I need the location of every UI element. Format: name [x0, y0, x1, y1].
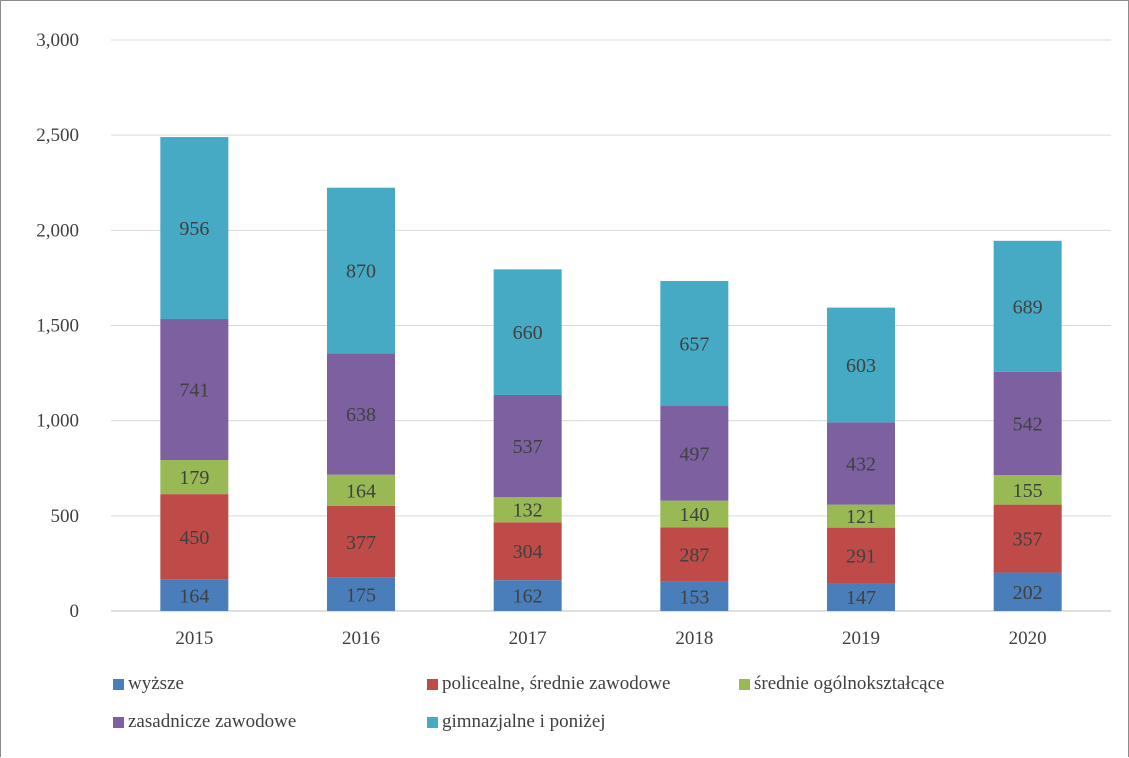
data-label: 450 — [179, 527, 209, 549]
bar-segment — [993, 504, 1062, 573]
legend-label: gimnazjalne i poniżej — [442, 711, 606, 732]
bar-segment — [493, 269, 562, 395]
data-label: 497 — [679, 443, 709, 465]
bar-segment — [660, 500, 729, 528]
bar-segment — [493, 394, 562, 498]
y-tick-label: 2,000 — [36, 220, 79, 241]
y-tick-label: 1,500 — [36, 316, 79, 337]
data-label: 164 — [179, 585, 209, 607]
data-label: 432 — [846, 453, 876, 475]
data-label: 291 — [846, 545, 876, 567]
legend-swatch — [113, 716, 124, 728]
legend-swatch — [427, 678, 438, 690]
data-label: 603 — [846, 355, 876, 377]
data-label: 377 — [346, 532, 376, 554]
bar-segment — [327, 505, 395, 578]
data-label: 304 — [513, 541, 543, 563]
data-label: 870 — [346, 260, 376, 282]
y-tick-label: 3,000 — [36, 30, 79, 51]
bar-segment — [160, 460, 229, 495]
y-tick-label: 1,000 — [36, 411, 79, 432]
bar-segment — [327, 474, 395, 506]
data-label: 660 — [513, 322, 543, 344]
legend-item: wyższe — [113, 673, 184, 695]
bar-segment — [993, 572, 1062, 611]
x-tick-label: 2019 — [842, 628, 880, 649]
x-tick-label: 2018 — [675, 628, 713, 649]
bar-segment — [827, 527, 895, 584]
bar-segment — [493, 522, 562, 581]
data-label: 162 — [513, 586, 543, 608]
legend-swatch — [113, 678, 124, 690]
bar-segment — [993, 475, 1062, 505]
data-label: 147 — [846, 587, 876, 609]
legend-label: policealne, średnie zawodowe — [442, 673, 671, 694]
x-tick-label: 2016 — [342, 628, 380, 649]
bar-segment — [327, 353, 395, 475]
x-tick-label: 2015 — [175, 628, 213, 649]
bar-segment — [160, 137, 229, 320]
y-tick-label: 0 — [70, 601, 80, 622]
bar-segment — [827, 504, 895, 528]
legend-item: zasadnicze zawodowe — [113, 711, 296, 733]
bar-segment — [660, 280, 729, 407]
data-label: 542 — [1013, 414, 1043, 436]
bar-segment — [160, 579, 229, 611]
stacked-bar-chart: 0 500 1,000 1,500 2,000 2,500 3,000 164 450 179 74… — [36, 30, 1111, 649]
legend: wyższe policealne, średnie zawodowe średni… — [113, 673, 1113, 753]
data-label: 153 — [679, 586, 709, 608]
y-tick-label: 2,500 — [36, 125, 79, 146]
bar-segment — [827, 422, 895, 505]
bar-segment — [993, 371, 1062, 476]
data-label: 357 — [1013, 529, 1043, 551]
bar-segment — [660, 581, 729, 611]
bar-segment — [160, 319, 229, 461]
legend-label: średnie ogólnokształcące — [754, 673, 945, 694]
bar-segment — [327, 577, 395, 611]
data-label: 657 — [679, 333, 709, 355]
data-label: 956 — [179, 218, 209, 240]
bar-segment — [660, 527, 729, 582]
legend-item: gimnazjalne i poniżej — [427, 711, 606, 733]
bar-segment — [827, 307, 895, 423]
data-label: 175 — [346, 584, 376, 606]
data-label: 164 — [346, 480, 376, 502]
data-label: 638 — [346, 404, 376, 426]
data-label: 537 — [513, 436, 543, 458]
data-label: 741 — [179, 380, 209, 402]
bar-segment — [993, 240, 1062, 372]
data-label: 689 — [1013, 296, 1043, 318]
data-label: 121 — [846, 506, 876, 528]
legend-swatch — [739, 678, 750, 690]
y-tick-label: 500 — [51, 506, 80, 527]
bar-segment — [160, 494, 229, 580]
legend-swatch — [427, 716, 438, 728]
legend-label: wyższe — [128, 673, 184, 694]
bar-segment — [660, 406, 729, 501]
bar-segment — [493, 580, 562, 611]
x-tick-label: 2017 — [509, 628, 547, 649]
legend-item: średnie ogólnokształcące — [739, 673, 944, 695]
legend-label: zasadnicze zawodowe — [128, 711, 297, 732]
data-label: 179 — [179, 467, 209, 489]
data-label: 140 — [679, 504, 709, 526]
data-label: 155 — [1013, 480, 1043, 502]
bar-segment — [327, 187, 395, 354]
data-label: 202 — [1013, 582, 1043, 604]
x-tick-label: 2020 — [1009, 628, 1047, 649]
bar-segment — [827, 583, 895, 611]
legend-item: policealne, średnie zawodowe — [427, 673, 670, 695]
bar-segment — [493, 497, 562, 523]
data-label: 132 — [513, 500, 543, 522]
data-label: 287 — [679, 545, 709, 567]
